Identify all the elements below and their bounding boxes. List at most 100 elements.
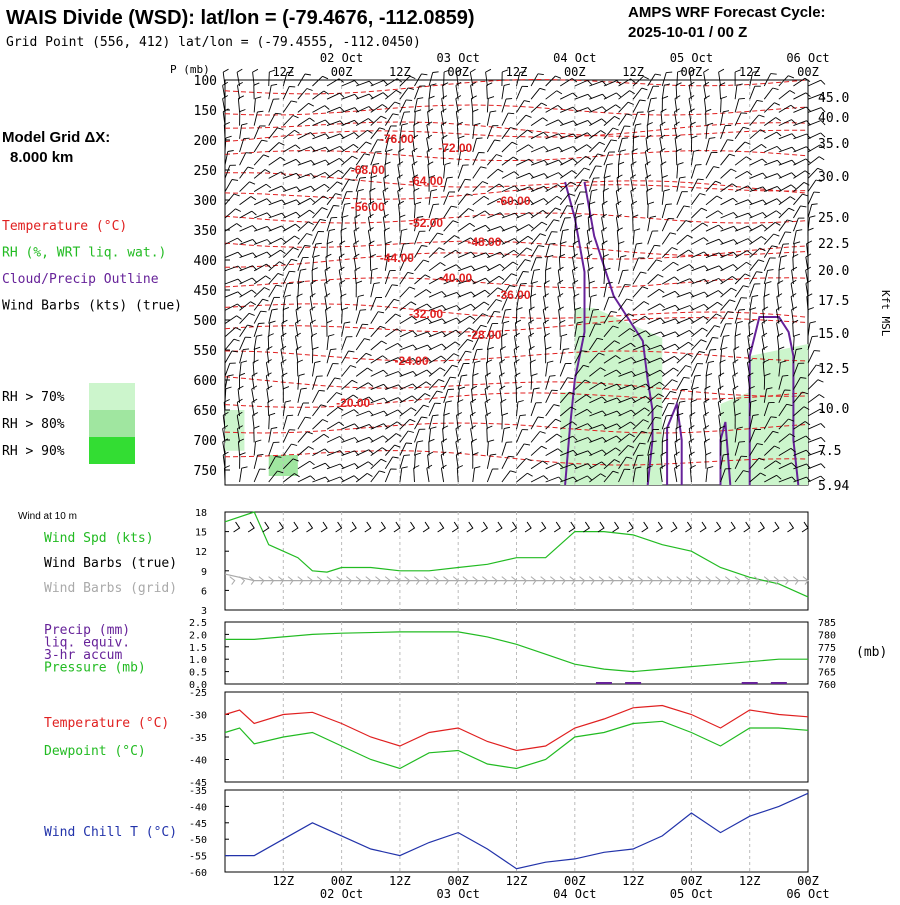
wind-barb-flag — [433, 72, 439, 73]
wind-barb-flag — [812, 204, 818, 205]
wind-barb-flag — [821, 80, 825, 84]
isotherm-label: -44.00 — [380, 251, 414, 265]
wind-barb-flag — [739, 442, 745, 443]
bottom-date-label: 04 Oct — [553, 887, 596, 900]
y-tick-label: 1.5 — [189, 643, 207, 654]
altitude-tick-label: 40.0 — [818, 111, 849, 126]
isotherm-label: -48.00 — [467, 235, 501, 249]
altitude-tick-label: 45.0 — [818, 91, 849, 106]
y-tick-label: -50 — [189, 835, 207, 846]
isotherm-label: -76.00 — [380, 132, 414, 146]
wind-barb-flag — [814, 351, 820, 352]
rh-threshold-label: RH > 80% — [2, 417, 65, 432]
y-tick-label: 12 — [195, 547, 207, 558]
isotherm-label: -28.00 — [467, 328, 501, 342]
rh-swatch — [89, 437, 135, 464]
altitude-tick-label: 17.5 — [818, 294, 849, 309]
wind-barb — [808, 308, 814, 324]
wind-barb — [808, 204, 818, 218]
wind-barb-flag — [739, 310, 745, 311]
isotherm-label: -64.00 — [409, 174, 443, 188]
wind-barb-flag — [406, 100, 412, 101]
bottom-time-label: 00Z — [681, 874, 703, 888]
top-time-label: 12Z — [506, 65, 528, 79]
pressure-tick-label: 350 — [194, 224, 217, 239]
wind-barb-shaft — [487, 428, 488, 442]
wind-barb-shaft — [224, 468, 225, 482]
y-tick-label: -40 — [189, 756, 207, 767]
wind-barb — [808, 157, 824, 166]
bottom-time-label: 00Z — [564, 874, 586, 888]
precip-bar — [742, 682, 758, 684]
wind-barb-flag — [771, 74, 777, 75]
y-tick-label: 2.0 — [189, 630, 207, 641]
bottom-time-label: 00Z — [447, 874, 469, 888]
wind-barb-flag — [261, 311, 267, 312]
wind-barb-shaft — [269, 72, 270, 86]
altitude-tick-label: 22.5 — [818, 237, 849, 252]
altitude-tick-label: 5.94 — [818, 479, 849, 494]
isotherm-label: -56.00 — [351, 200, 385, 214]
y-tick-label-right: 785 — [818, 618, 836, 629]
precip-bar — [625, 682, 641, 684]
y-tick-label: -35 — [189, 733, 207, 744]
bottom-time-label: 12Z — [622, 874, 644, 888]
wind-barb-shaft — [633, 138, 634, 152]
pressure-tick-label: 700 — [194, 434, 217, 449]
wind-barb-shaft — [648, 204, 649, 218]
wind-barb-shaft — [808, 192, 814, 205]
wind-barb-flag — [785, 232, 791, 233]
rh-legend: RH > 70%RH > 80%RH > 90% — [2, 383, 135, 464]
bottom-time-label: 12Z — [506, 874, 528, 888]
y-tick-label-right: 780 — [818, 630, 836, 641]
wind-barb-flag — [246, 153, 252, 154]
isotherm-label: -72.00 — [438, 141, 472, 155]
wind-barb-flag — [739, 98, 745, 99]
precip-bar — [771, 682, 787, 684]
precip-bar — [596, 682, 612, 684]
y-tick-label-right: 765 — [818, 668, 836, 679]
wind-barb-shaft — [371, 178, 372, 192]
isotherm-label: -32.00 — [409, 307, 443, 321]
rh-threshold-label: RH > 90% — [2, 444, 65, 459]
wind-barb-flag — [404, 455, 410, 456]
wind-barb-flag — [319, 390, 325, 391]
bottom-time-label: 12Z — [739, 874, 761, 888]
wind-barb-flag — [666, 204, 672, 205]
altitude-axis-title: Kft MSL — [879, 290, 892, 337]
wind-barb-flag — [643, 76, 648, 79]
wind-barb-flag — [538, 74, 544, 75]
top-time-label: 12Z — [622, 65, 644, 79]
y-tick-label: 6 — [201, 586, 207, 597]
altitude-tick-label: 30.0 — [818, 170, 849, 185]
wind-barb-shaft — [808, 180, 816, 192]
wind-barb-shaft — [808, 205, 812, 219]
isotherm-label: -52.00 — [409, 216, 443, 230]
wind-barb-flag — [323, 76, 329, 79]
wind-barb — [808, 336, 818, 350]
wind-barb-flag — [623, 270, 629, 271]
bottom-date-label: 03 Oct — [437, 887, 480, 900]
bottom-time-label: 12Z — [272, 874, 294, 888]
y-tick-label: -60 — [189, 868, 207, 879]
pressure-tick-label: 450 — [194, 284, 217, 299]
wind-barb-shaft — [808, 365, 816, 376]
isotherm-label: -60.00 — [497, 194, 531, 208]
wind-barb-shaft — [808, 464, 821, 469]
wind-barb-shaft — [720, 362, 721, 376]
altitude-tick-label: 25.0 — [818, 211, 849, 226]
pressure-tick-label: 150 — [194, 104, 217, 119]
y-tick-label: -30 — [189, 711, 207, 722]
bottom-time-label: 00Z — [797, 874, 819, 888]
y-tick-label-right: 770 — [818, 655, 836, 666]
wind-barb-shaft — [808, 380, 818, 390]
wind-barb-shaft — [560, 244, 561, 258]
top-time-label: 00Z — [797, 65, 819, 79]
wind-barb-flag — [237, 69, 242, 72]
y-tick-label: -40 — [189, 802, 207, 813]
altitude-tick-label: 10.0 — [818, 402, 849, 417]
wind-barb-shaft — [750, 310, 751, 324]
